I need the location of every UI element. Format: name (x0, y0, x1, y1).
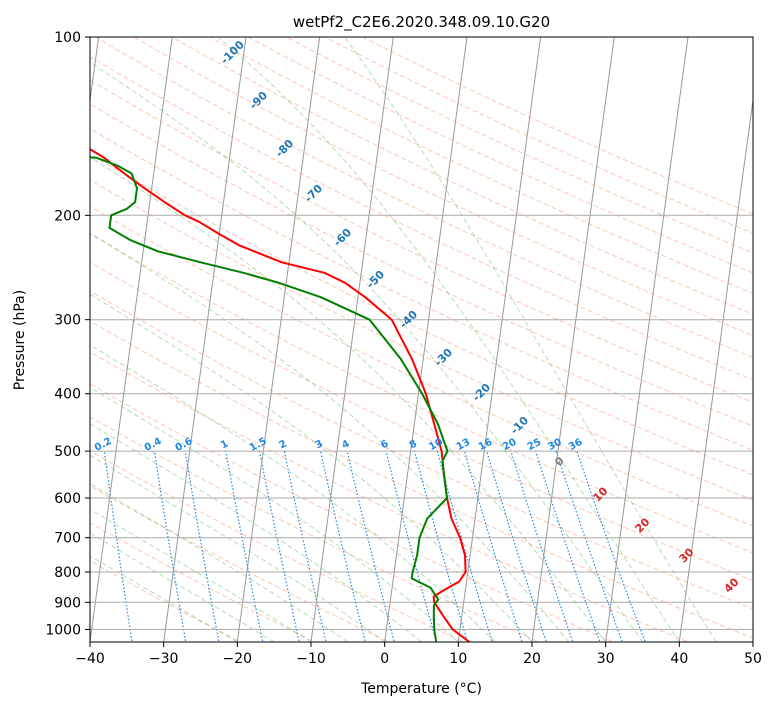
dry-adiabat-line (90, 56, 753, 381)
moist-adiabat-line (90, 232, 570, 642)
mixing-ratio-line (486, 450, 547, 642)
x-tick-label: 0 (380, 651, 389, 667)
x-tick-label: 20 (523, 651, 541, 667)
x-tick-label: 40 (670, 651, 688, 667)
isotherm-line (752, 638, 753, 642)
y-tick-label: 300 (54, 313, 81, 329)
moist-adiabat-line (90, 555, 238, 642)
x-tick-label: 30 (597, 651, 615, 667)
y-tick-label: 100 (54, 30, 81, 46)
moist-adiabat-line (90, 483, 349, 642)
moist-adiabat-line (90, 454, 385, 642)
axes: −40 −30 −20 −10 0 10 20 30 40 50 100 200 300 400 500 60… (45, 30, 762, 667)
temperature-profile-line (90, 148, 471, 642)
isotherm-line (90, 37, 100, 104)
profile-series (90, 148, 471, 642)
mixing-ratio-line (153, 451, 187, 642)
isotherm-line (236, 37, 321, 642)
moist-adiabat-line (90, 344, 496, 642)
moist-adiabat-line (90, 293, 533, 642)
dry-adiabat-line (90, 79, 753, 404)
dry-adiabat-line (90, 128, 753, 451)
isotherm-line (457, 37, 542, 642)
moist-adiabat-line (90, 61, 643, 642)
x-tick-label: 10 (449, 651, 467, 667)
dry-adiabat-line (90, 233, 753, 554)
mixing-ratio-line (346, 450, 395, 642)
dry-adiabat-line (208, 37, 753, 294)
dry-adiabat-line (94, 37, 753, 358)
dry-adiabat-line (132, 37, 753, 337)
x-tick-label: −40 (75, 651, 105, 667)
plot-frame (89, 36, 754, 643)
mixing-ratio-line (258, 450, 300, 642)
moist-adiabat-line (344, 37, 717, 642)
mixing-ratio-line (283, 450, 327, 642)
mixing-ratio-line (385, 450, 438, 642)
mixing-ratio-label: 1 (219, 438, 230, 451)
mixing-ratio-line (436, 450, 493, 642)
dewpoint-profile-line (90, 156, 449, 642)
dry-adiabat-line (90, 153, 753, 476)
mixing-ratio-label: 3 (314, 438, 325, 451)
dry-adiabat-line (90, 261, 753, 582)
mixing-ratio-line (576, 450, 646, 642)
dry-adiabat-line (90, 179, 753, 501)
mixing-ratio-line (510, 450, 574, 642)
mixing-ratio-line (555, 450, 624, 642)
mixing-ratio-line (464, 450, 523, 642)
mixing-ratio-line (58, 451, 83, 644)
mixing-ratio-line (535, 450, 601, 642)
y-tick-label: 800 (54, 565, 81, 581)
isotherm-line (163, 37, 247, 642)
isotherm-line (605, 37, 689, 642)
dry-adiabat-line (90, 103, 753, 427)
mixing-ratio-line (319, 450, 366, 642)
x-tick-label: −20 (223, 651, 253, 667)
x-tick-label: −30 (149, 651, 179, 667)
y-tick-label: 500 (54, 444, 81, 460)
moist-adiabat-line (90, 532, 275, 642)
mixing-ratio-label: 2 (277, 438, 288, 451)
mixing-ratio-label: 4 (340, 438, 351, 451)
moist-adiabat-line (90, 423, 422, 642)
dry-adiabat-line (170, 37, 753, 315)
isotherm-line (90, 37, 173, 642)
moist-adiabat-line (217, 37, 680, 642)
y-tick-label: 400 (54, 387, 81, 403)
isotherm-line (384, 37, 468, 642)
moist-adiabat-line (90, 386, 459, 642)
isotherm-line (531, 37, 615, 642)
y-tick-label: 200 (54, 208, 81, 224)
y-tick-label: 900 (54, 595, 81, 611)
mixing-ratio-label: 6 (379, 438, 390, 451)
y-tick-label: 700 (54, 531, 81, 547)
x-tick-label: −10 (296, 651, 326, 667)
isotherm-line (678, 96, 753, 642)
y-axis-label: Pressure (hPa) (12, 290, 28, 390)
mixing-ratio-label: 8 (408, 438, 419, 451)
chart-title: wetPf2_C2E6.2020.348.09.10.G20 (293, 13, 550, 32)
x-tick-label: 50 (744, 651, 762, 667)
dry-adiabat-line (90, 416, 541, 642)
mixing-ratio-line (184, 451, 220, 642)
plot-background (90, 37, 753, 642)
y-tick-label: 1000 (45, 622, 81, 638)
y-tick-label: 600 (54, 491, 81, 507)
isotherm-line (310, 37, 394, 642)
grid-lines (90, 37, 753, 642)
x-axis-label: Temperature (°C) (360, 681, 482, 697)
moist-adiabat-line (90, 156, 607, 642)
